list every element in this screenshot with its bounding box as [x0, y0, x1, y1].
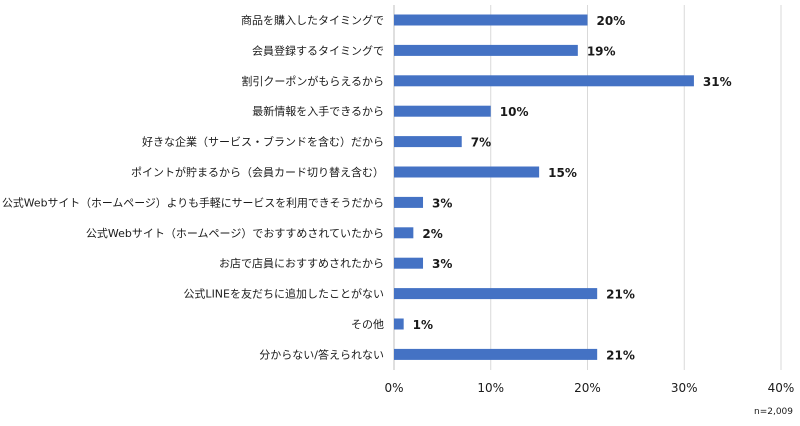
value-label-0: 20% [597, 14, 626, 28]
value-label-2: 31% [703, 75, 732, 89]
category-label-4: 好きな企業（サービス・ブランドを含む）だから [142, 135, 384, 149]
bar-11 [394, 348, 598, 360]
value-label-11: 21% [606, 348, 635, 362]
value-label-5: 15% [548, 166, 577, 180]
value-labels: 20% 19% 31% 10% 7% 15% 3% 2% 3% 21% 1% 21% [413, 14, 732, 362]
value-label-6: 3% [432, 196, 452, 210]
bar-4 [394, 136, 462, 148]
bar-1 [394, 44, 578, 56]
category-label-11: 分からない/答えられない [259, 347, 384, 361]
bar-8 [394, 257, 424, 269]
bar-6 [394, 196, 424, 208]
bar-7 [394, 227, 414, 239]
category-label-5: ポイントが貯まるから（会員カード切り替え含む） [131, 165, 384, 179]
category-label-7: 公式Webサイト（ホームページ）でおすすめされていたから [86, 227, 384, 240]
bar-5 [394, 166, 540, 178]
gridlines [393, 5, 782, 370]
value-label-10: 1% [413, 318, 433, 332]
bar-10 [394, 318, 404, 330]
x-axis-ticks: 0% 10% 20% 30% 40% [384, 381, 794, 395]
category-label-6: 公式Webサイト（ホームページ）よりも手軽にサービスを利用できそうだから [2, 195, 384, 209]
x-tick-label-0: 0% [384, 381, 403, 395]
value-label-4: 7% [471, 136, 491, 150]
bar-2 [394, 75, 694, 87]
value-label-1: 19% [587, 44, 616, 58]
category-label-3: 最新情報を入手できるから [252, 104, 384, 118]
value-label-7: 2% [422, 227, 442, 241]
bar-9 [394, 288, 598, 300]
value-label-8: 3% [432, 257, 452, 271]
x-tick-label-20: 20% [574, 381, 601, 395]
bar-0 [394, 14, 588, 26]
x-tick-label-40: 40% [768, 381, 795, 395]
value-label-9: 21% [606, 288, 635, 302]
x-tick-label-10: 10% [477, 381, 504, 395]
category-label-0: 商品を購入したタイミングで [241, 13, 384, 27]
category-label-2: 割引クーポンがもらえるから [241, 74, 384, 88]
x-tick-label-30: 30% [671, 381, 698, 395]
sample-size-note: n=2,009 [754, 407, 793, 417]
category-label-1: 会員登録するタイミングで [252, 43, 384, 57]
bars [394, 14, 694, 360]
bar-3 [394, 105, 491, 117]
category-labels: 商品を購入したタイミングで会員登録するタイミングで割引クーポンがもらえるから最新… [2, 13, 384, 361]
category-label-9: 公式LINEを友だちに追加したことがない [183, 287, 384, 301]
value-label-3: 10% [500, 105, 529, 119]
category-label-10: その他 [351, 318, 384, 331]
category-label-8: お店で店員におすすめされたから [219, 256, 384, 270]
